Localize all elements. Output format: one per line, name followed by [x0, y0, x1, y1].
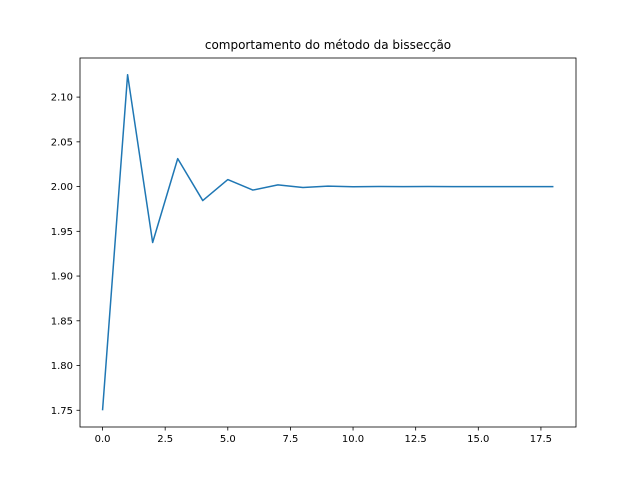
y-tick-label: 1.95: [51, 227, 73, 238]
chart-title: comportamento do método da bissecção: [205, 38, 451, 52]
y-tick-label: 1.75: [51, 406, 73, 417]
y-tick-label: 1.90: [51, 272, 73, 283]
x-tick-label: 15.0: [467, 434, 489, 445]
y-tick-label: 1.80: [51, 361, 73, 372]
axes-frame: [79, 57, 577, 428]
series-line-0: [101, 73, 554, 411]
plot-area: 0.0 2.5 5.0 7.5 10.0 12.5 15.0 17.5 1.75 1.80 1.85…: [51, 57, 577, 445]
x-tick-label: 0.0: [95, 434, 111, 445]
x-tick-label: 5.0: [220, 434, 236, 445]
y-tick-label: 2.10: [51, 93, 73, 104]
y-tick-label: 1.85: [51, 316, 73, 327]
x-tick-label: 10.0: [342, 434, 364, 445]
y-tick-label: 2.05: [51, 137, 73, 148]
x-tick-label: 12.5: [405, 434, 427, 445]
x-tick-label: 2.5: [157, 434, 173, 445]
y-tick-label: 2.00: [51, 182, 73, 193]
x-tick-label: 7.5: [282, 434, 298, 445]
x-tick-label: 17.5: [530, 434, 552, 445]
